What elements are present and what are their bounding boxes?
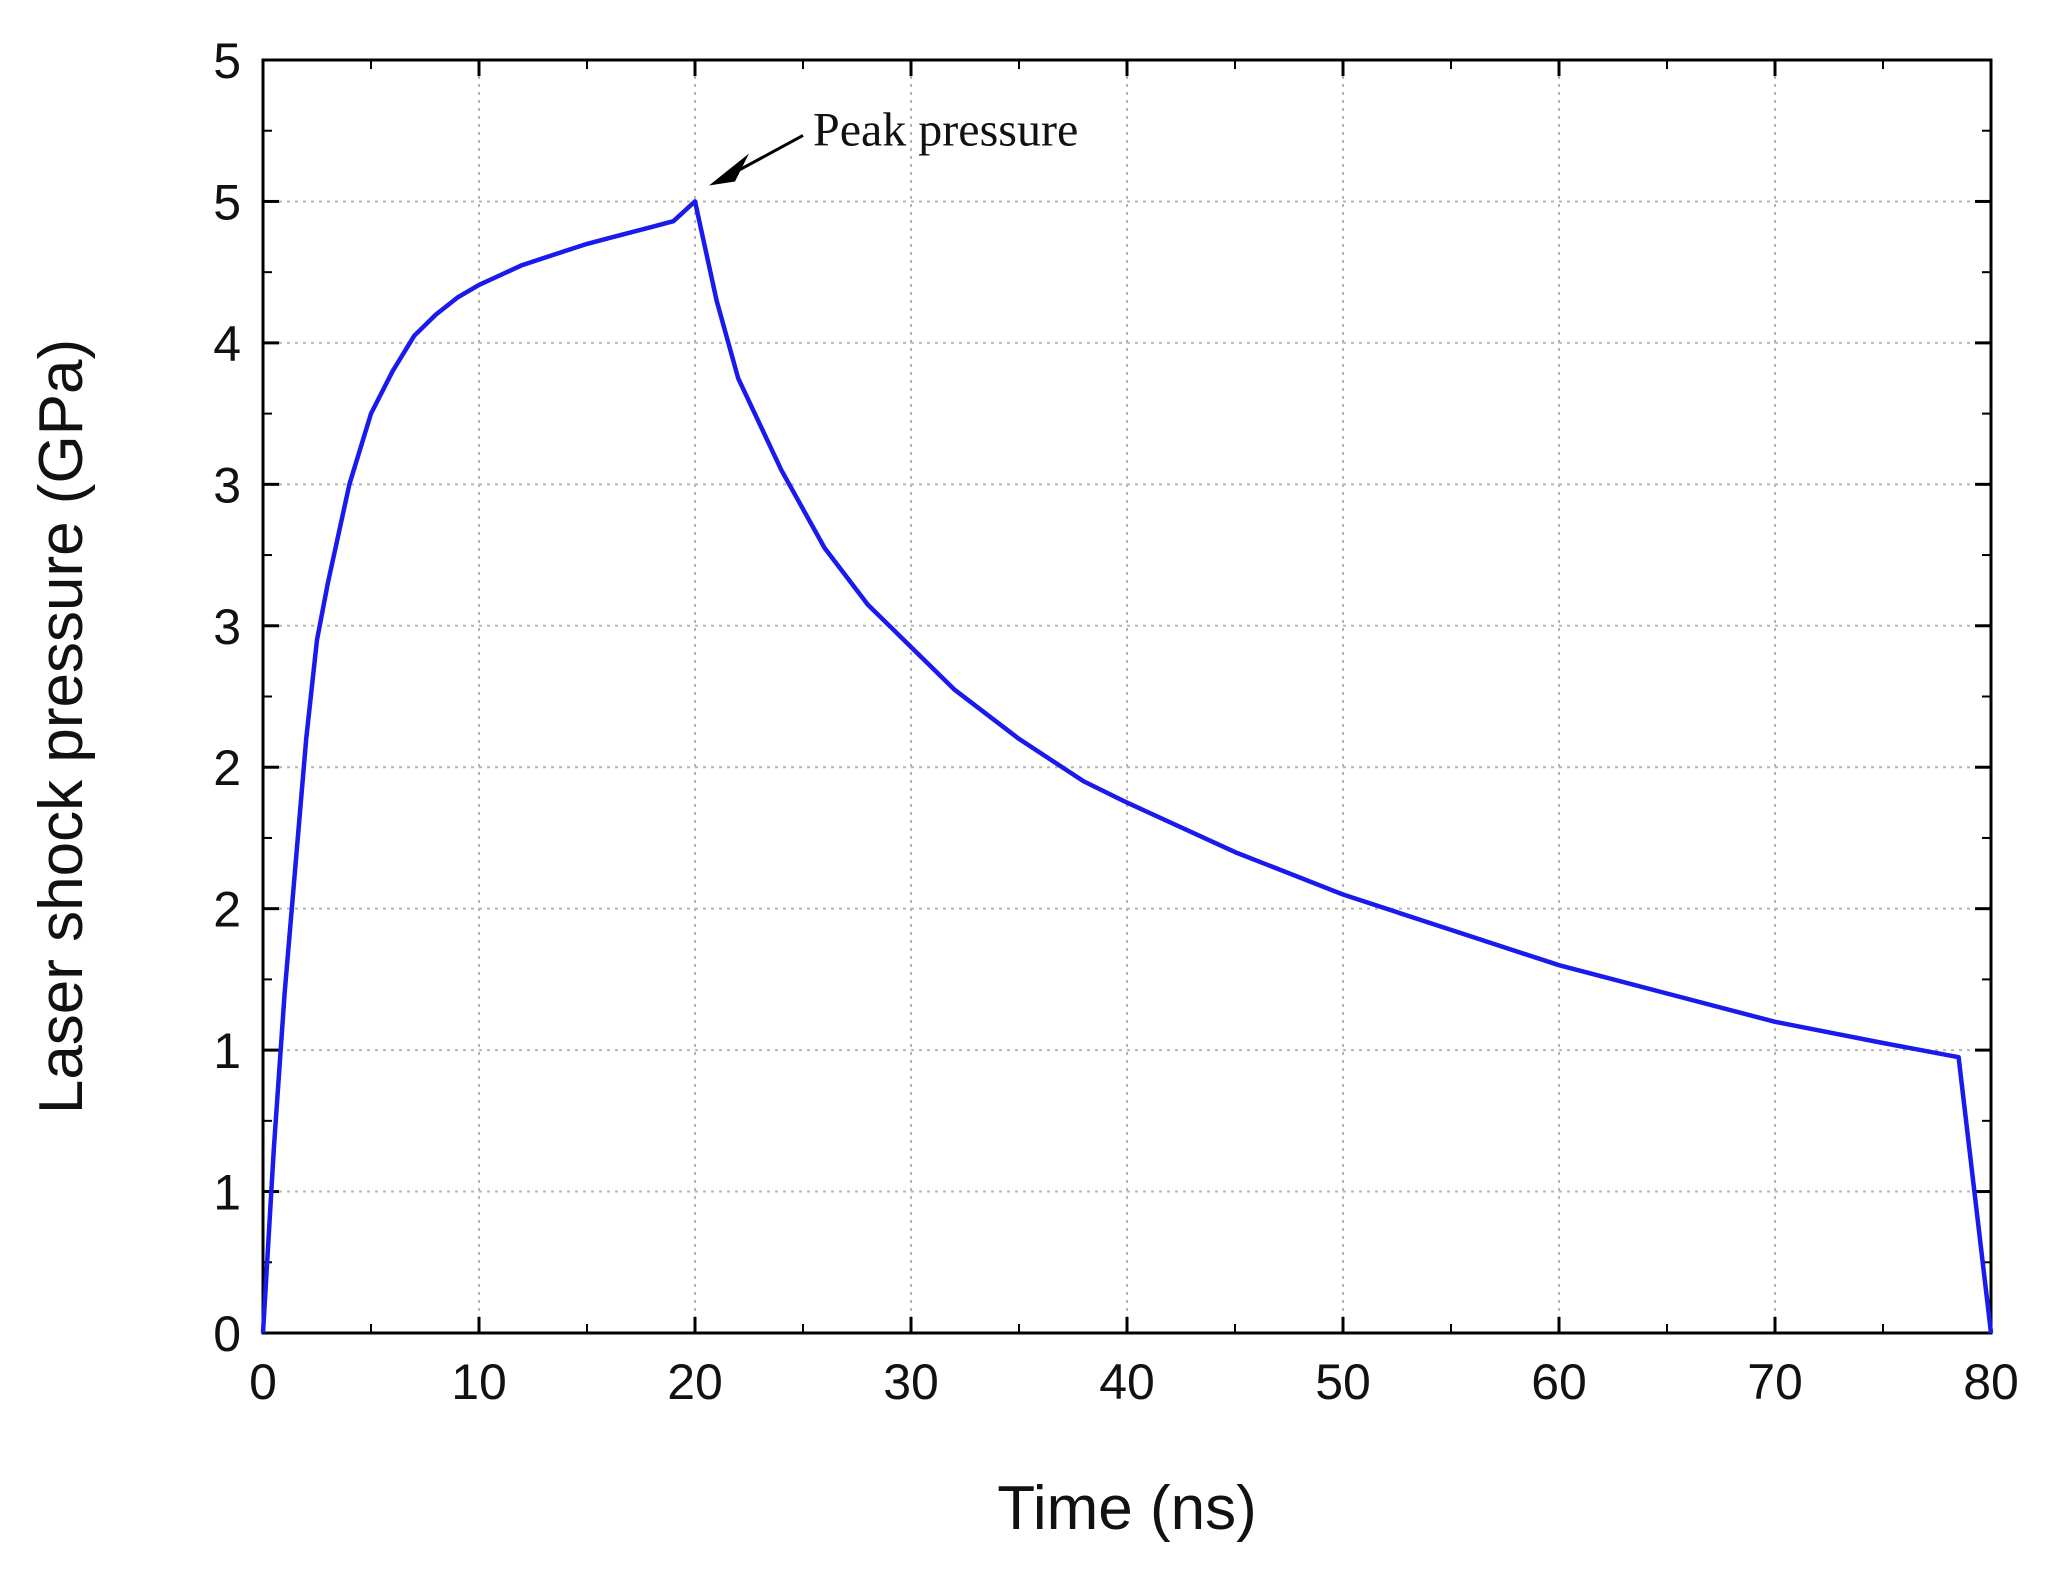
y-tick-label: 1 [213,1023,241,1079]
y-tick-label: 1 [213,1165,241,1221]
y-tick-label: 0 [213,1306,241,1362]
y-axis-label: Laser shock pressure (GPa) [27,339,96,1114]
x-axis-label: Time (ns) [997,1474,1256,1543]
annotation-label: Peak pressure [813,103,1078,156]
annotation-arrowhead [709,153,749,186]
series-layer [260,199,1994,1334]
x-tick-label: 50 [1315,1354,1371,1410]
y-tick-label: 4 [213,316,241,372]
y-tick-label: 2 [213,740,241,796]
x-tick-labels: 0 10 20 30 40 50 60 70 80 [249,1354,2019,1410]
y-tick-labels: 0 1 1 2 2 3 3 4 5 5 [213,33,241,1362]
y-tick-label: 5 [213,174,241,230]
y-tick-label: 2 [213,882,241,938]
annotation: Peak pressure [709,103,1078,186]
annotation-arrow [730,134,804,176]
x-tick-label: 10 [451,1354,507,1410]
series-line [260,199,1994,1334]
x-tick-label: 0 [249,1354,277,1410]
x-tick-label: 80 [1963,1354,2019,1410]
y-tick-label: 3 [213,599,241,655]
x-tick-label: 30 [883,1354,939,1410]
x-tick-label: 20 [667,1354,723,1410]
y-tick-label: 5 [213,33,241,89]
y-tick-label: 3 [213,457,241,513]
x-tick-label: 70 [1747,1354,1803,1410]
grid [263,60,1991,1333]
x-tick-label: 40 [1099,1354,1155,1410]
x-tick-label: 60 [1531,1354,1587,1410]
